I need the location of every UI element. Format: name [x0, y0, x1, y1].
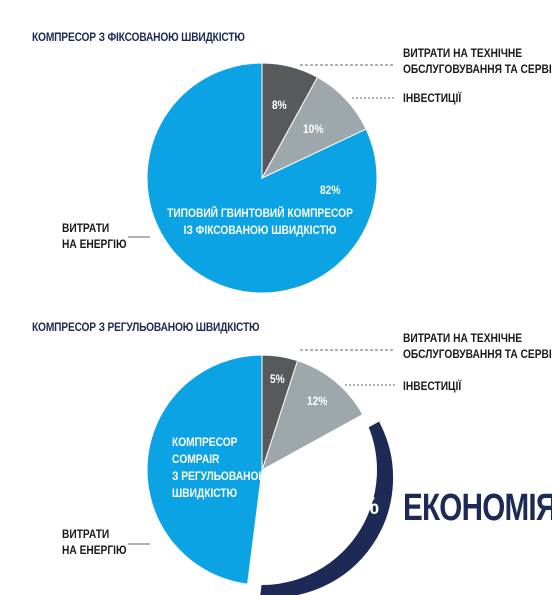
chart-1-slice-label-investment: 10% — [303, 122, 324, 136]
energy-label-line-1: ВИТРАТИ — [62, 221, 110, 235]
chart-2-center-line-3: З РЕГУЛЬОВАНОЮ — [172, 469, 269, 483]
chart-2-label-maintenance: ВИТРАТИ НА ТЕХНІЧНЕ ОБСЛУГОВУВАННЯ ТА СЕ… — [403, 330, 552, 362]
chart-2-slice-1 — [261, 359, 364, 472]
chart-2-label-investment: ІНВЕСТИЦІЇ — [403, 379, 462, 393]
energy-label-line-2: НА ЕНЕРГІЮ — [62, 237, 127, 251]
chart-1-label-maintenance: ВИТРАТИ НА ТЕХНІЧНЕ ОБСЛУГОВУВАННЯ ТА СЕ… — [403, 45, 552, 77]
maintenance-label-line-1b: ВИТРАТИ НА ТЕХНІЧНЕ — [403, 331, 523, 345]
chart-1-title: КОМПРЕСОР З ФІКСОВАНОЮ ШВИДКІСТЮ — [32, 30, 245, 44]
chart-2-slice-label-maintenance: 5% — [270, 372, 285, 386]
chart-2-label-energy: ВИТРАТИ НА ЕНЕРГІЮ — [62, 526, 126, 558]
chart-2-center-line-2: COMPAIR — [172, 452, 220, 466]
chart-1-center-line-2: ІЗ ФІКСОВАНОЮ ШВИДКІСТЮ — [183, 223, 337, 237]
chart-1-label-investment: ІНВЕСТИЦІЇ — [403, 91, 462, 105]
energy-label-line-1b: ВИТРАТИ — [62, 527, 110, 541]
maintenance-label-line-2: ОБСЛУГОВУВАННЯ ТА СЕРВІС — [403, 62, 552, 76]
chart-2-slice-label-investment: 12% — [307, 394, 328, 408]
chart-2-slice-gap — [247, 414, 377, 585]
chart-1-slice-0 — [261, 62, 319, 179]
chart-2-center-line-4: ШВИДКІСТЮ — [172, 486, 238, 500]
maintenance-label-line-2b: ОБСЛУГОВУВАННЯ ТА СЕРВІС — [403, 347, 552, 361]
chart-1-slice-label-energy: 82% — [320, 183, 341, 197]
maintenance-label-line-1: ВИТРАТИ НА ТЕХНІЧНЕ — [403, 46, 523, 60]
chart-2-center-label: КОМПРЕСОР COMPAIR З РЕГУЛЬОВАНОЮ ШВИДКІС… — [172, 434, 269, 502]
chart-1-label-energy: ВИТРАТИ НА ЕНЕРГІЮ — [62, 220, 126, 252]
chart-2-title: КОМПРЕСОР З РЕГУЛЬОВАНОЮ ШВИДКІСТЮ — [32, 320, 260, 334]
chart-2-slice-label-savings: 35% — [331, 493, 380, 520]
chart-2-slice-0 — [261, 354, 299, 471]
chart-1-center-line-1: ТИПОВИЙ ГВИНТОВИЙ КОМПРЕСОР — [167, 206, 353, 220]
energy-label-line-2b: НА ЕНЕРГІЮ — [62, 543, 127, 557]
chart-1-slice-label-maintenance: 8% — [272, 98, 287, 112]
chart-2-slice-3 — [146, 354, 263, 585]
savings-label: ЕКОНОМІЯ — [403, 487, 552, 529]
chart-1-center-label: ТИПОВИЙ ГВИНТОВИЙ КОМПРЕСОР ІЗ ФІКСОВАНО… — [167, 205, 354, 239]
chart-1-slice-1 — [260, 76, 367, 180]
chart-2-center-line-1: КОМПРЕСОР — [172, 435, 238, 449]
